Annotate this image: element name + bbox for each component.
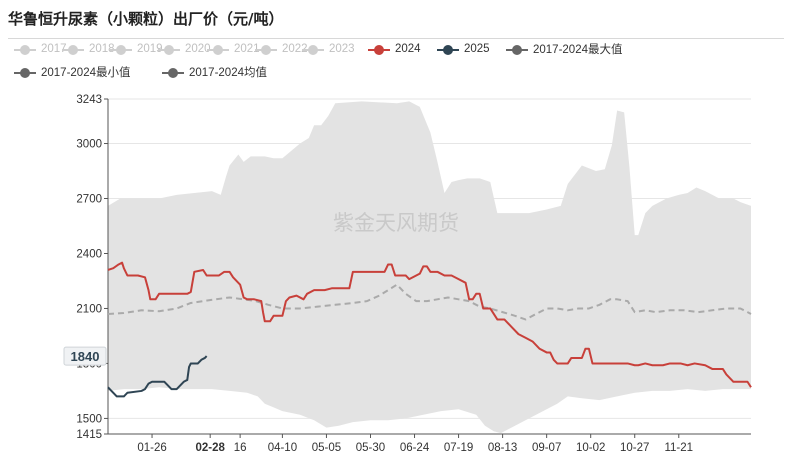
legend-item-4[interactable]: 2020 <box>158 41 211 57</box>
y-tick-label: 2100 <box>76 303 102 315</box>
legend-label: 2025 <box>464 43 490 55</box>
legend-marker-icon <box>162 65 184 79</box>
legend-label: 2017-2024最大值 <box>533 44 623 56</box>
x-tick-label: 11-21 <box>664 442 693 454</box>
x-tick-label: 01-26 <box>137 442 166 454</box>
legend-item-11[interactable]: 2017-2024最小值 <box>14 64 131 80</box>
x-tick-label: 02-28 <box>195 442 225 454</box>
x-tick-label: 09-07 <box>532 442 561 454</box>
y-tick-label: 1500 <box>76 413 102 425</box>
legend-label: 2024 <box>395 43 421 55</box>
y-tick-label: 3243 <box>76 94 102 106</box>
legend-label: 2020 <box>185 43 211 55</box>
x-tick-label: 08-13 <box>488 442 517 454</box>
tooltip-value: 1840 <box>71 349 100 364</box>
x-tick-label: 06-24 <box>400 442 430 454</box>
legend-item-2[interactable]: 2018 <box>62 41 115 57</box>
legend-label: 2017-2024最小值 <box>41 67 131 79</box>
legend-label: 2021 <box>234 43 260 55</box>
series-line-1 <box>107 283 752 321</box>
title-divider <box>8 38 784 39</box>
legend-label: 2019 <box>137 43 163 55</box>
legend-marker-icon <box>62 42 84 56</box>
y-tick-label: 2700 <box>76 194 102 206</box>
series-line-2 <box>107 261 752 388</box>
legend-item-3[interactable]: 2019 <box>110 41 163 57</box>
legend-item-8[interactable]: 2024 <box>368 41 421 57</box>
chart-title: 华鲁恒升尿素（小颗粒）出厂价（元/吨） <box>8 10 284 28</box>
min-max-band <box>108 101 751 434</box>
legend-item-5[interactable]: 2021 <box>207 41 260 57</box>
x-tick-label: 05-30 <box>356 442 385 454</box>
x-tick-label: 10-02 <box>576 442 605 454</box>
legend-marker-icon <box>368 42 390 56</box>
x-tick-label: 05-05 <box>312 442 341 454</box>
legend-label: 2017-2024均值 <box>189 67 267 79</box>
legend-marker-icon <box>14 65 36 79</box>
legend-marker-icon <box>110 42 132 56</box>
legend-item-12[interactable]: 2017-2024均值 <box>162 64 267 80</box>
legend-item-10[interactable]: 2017-2024最大值 <box>506 41 623 57</box>
legend-item-9[interactable]: 2025 <box>437 41 490 57</box>
x-tick-label: 07-19 <box>444 442 473 454</box>
tooltip-badge <box>63 346 107 366</box>
legend-item-1[interactable]: 2017 <box>14 41 67 57</box>
legend-marker-icon <box>302 42 324 56</box>
x-tick-label: 10-27 <box>620 442 649 454</box>
legend-marker-icon <box>255 42 277 56</box>
legend-marker-icon <box>506 42 528 56</box>
legend-item-6[interactable]: 2022 <box>255 41 308 57</box>
legend-marker-icon <box>158 42 180 56</box>
series-line-3 <box>107 355 208 398</box>
legend-marker-icon <box>14 42 36 56</box>
watermark-text: 紫金天风期货 <box>333 211 459 235</box>
legend-label: 2018 <box>89 43 115 55</box>
legend-item-7[interactable]: 2023 <box>302 41 355 57</box>
legend-marker-icon <box>437 42 459 56</box>
y-tick-label: 2400 <box>76 248 102 260</box>
y-tick-label: 1415 <box>76 429 102 441</box>
x-tick-label: 16 <box>234 442 247 454</box>
y-tick-label: 3000 <box>76 139 102 151</box>
legend-label: 2023 <box>329 43 355 55</box>
legend-label: 2017 <box>41 43 67 55</box>
x-tick-label: 04-10 <box>268 442 297 454</box>
legend-marker-icon <box>207 42 229 56</box>
legend-label: 2022 <box>282 43 308 55</box>
